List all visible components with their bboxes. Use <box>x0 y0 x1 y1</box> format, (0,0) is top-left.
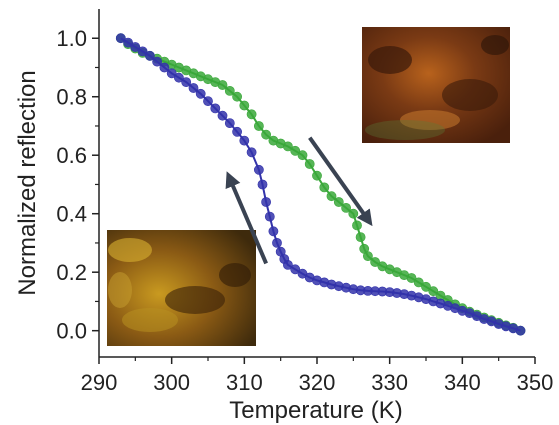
micrograph-inset-top-right <box>362 27 510 143</box>
data-point <box>144 50 155 61</box>
data-point <box>152 56 162 67</box>
data-point <box>312 170 322 181</box>
y-tick-label: 0.4 <box>56 202 87 227</box>
data-point <box>253 121 264 131</box>
data-point <box>203 96 213 106</box>
data-point <box>224 118 235 128</box>
x-tick-label: 290 <box>81 370 118 395</box>
data-point <box>304 159 315 169</box>
data-point <box>370 257 380 267</box>
x-tick-label: 350 <box>517 370 554 395</box>
data-point <box>257 179 268 190</box>
data-point <box>239 135 250 146</box>
y-tick-label: 1.0 <box>56 26 87 51</box>
data-point <box>272 237 282 248</box>
arrow-down-right <box>308 136 373 227</box>
data-point <box>261 129 271 140</box>
x-tick-label: 320 <box>299 370 336 395</box>
data-point <box>188 83 199 93</box>
data-point <box>406 273 417 283</box>
data-point <box>341 202 351 213</box>
data-point <box>326 191 337 202</box>
data-point <box>297 150 308 161</box>
data-point <box>217 80 228 90</box>
data-point <box>130 42 141 52</box>
data-point <box>224 86 235 96</box>
data-point <box>115 33 126 44</box>
data-point <box>123 37 134 48</box>
data-point <box>137 46 148 57</box>
y-tick-label: 0.0 <box>56 319 87 344</box>
data-point <box>232 126 242 137</box>
data-point <box>355 232 366 242</box>
y-tick-label: 0.2 <box>56 260 87 285</box>
data-point <box>319 182 330 193</box>
data-point <box>173 72 184 83</box>
data-point <box>264 211 275 222</box>
data-point <box>362 251 373 261</box>
y-axis-title: Normalized reflection <box>14 70 41 295</box>
x-tick-label: 300 <box>153 370 190 395</box>
data-point <box>421 281 431 292</box>
data-point <box>181 77 192 87</box>
arrow-up-left <box>225 171 268 265</box>
data-point <box>253 164 264 175</box>
data-point <box>428 286 439 297</box>
data-point <box>232 91 242 102</box>
data-point <box>290 264 301 275</box>
data-point <box>210 103 221 114</box>
x-tick-label: 340 <box>444 370 481 395</box>
data-point <box>290 145 301 156</box>
data-point <box>413 277 424 288</box>
data-point <box>246 147 257 158</box>
data-point <box>352 220 362 231</box>
y-tick-label: 0.6 <box>56 143 87 168</box>
data-point <box>348 208 359 219</box>
micrograph-inset-bottom-left <box>107 230 256 346</box>
data-point <box>333 197 344 207</box>
series-heating <box>115 33 526 336</box>
data-point <box>268 226 279 237</box>
data-point <box>261 197 271 207</box>
data-point <box>282 259 293 270</box>
data-point <box>195 88 206 99</box>
data-point <box>282 141 293 152</box>
x-tick-label: 310 <box>226 370 263 395</box>
data-point <box>515 325 526 336</box>
data-point <box>166 68 177 79</box>
data-point <box>159 62 170 73</box>
y-tick-label: 0.8 <box>56 85 87 110</box>
data-point <box>217 110 228 121</box>
data-point <box>246 109 257 120</box>
x-axis-title: Temperature (K) <box>229 397 402 424</box>
x-tick-label: 330 <box>371 370 408 395</box>
data-point <box>239 100 250 111</box>
